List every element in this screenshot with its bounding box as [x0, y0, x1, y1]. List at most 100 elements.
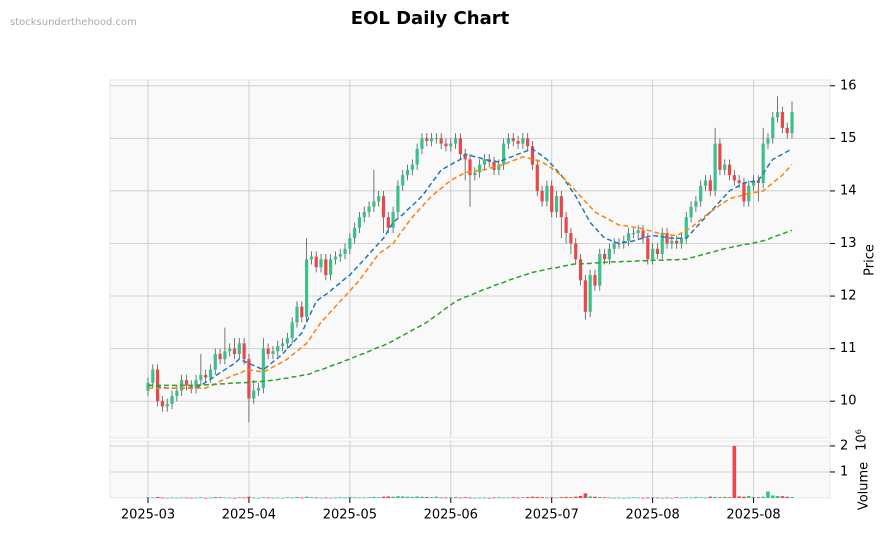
candle-body [627, 232, 631, 241]
candle-body [324, 259, 328, 276]
candle-body [429, 138, 434, 141]
volume-bar [328, 497, 333, 499]
candle-body [367, 206, 371, 212]
volume-bar [641, 497, 645, 499]
candle-body [449, 143, 453, 147]
volume-bar [227, 497, 232, 499]
volume-bar [540, 497, 544, 499]
candle-body [569, 232, 573, 244]
y-tick-label: 11 [840, 341, 857, 356]
candle-body [213, 353, 217, 370]
candle-body [261, 348, 265, 389]
candle-body [175, 390, 179, 396]
volume-bar [612, 497, 616, 499]
volume-bar [362, 497, 367, 499]
volume-bar [770, 495, 775, 498]
volume-bar [314, 497, 319, 499]
x-tick-label: 2025-08 [726, 508, 780, 523]
volume-bar [343, 497, 347, 499]
candle-body [444, 143, 448, 147]
volume-bar [357, 497, 362, 499]
candle-body [304, 259, 309, 318]
candle-body [463, 154, 467, 160]
candle-body [583, 280, 587, 312]
volume-bar [256, 497, 261, 499]
candle-body [295, 306, 299, 323]
volume-bar [775, 495, 780, 498]
candle-body [223, 351, 227, 360]
watermark: stocksunderthehood.com [10, 17, 137, 28]
volume-bar [525, 496, 530, 498]
candle-body [290, 322, 294, 339]
volume-bar [247, 496, 251, 498]
candle-body [651, 248, 655, 260]
volume-bar [703, 497, 708, 499]
candle-body [641, 230, 645, 239]
volume-bar [636, 497, 641, 499]
candle-body [756, 180, 760, 184]
volume-bar [165, 497, 170, 499]
candle-body [329, 259, 333, 276]
candle-body [338, 254, 342, 257]
candle-body [386, 217, 390, 228]
volume-bar [554, 497, 559, 499]
volume-bar [732, 445, 737, 498]
volume-bar [304, 496, 309, 498]
candle-body [333, 256, 338, 260]
volume-bar [751, 496, 756, 498]
candle-body [540, 190, 544, 202]
y-tick-label: 12 [840, 289, 857, 304]
volume-bar [319, 497, 323, 499]
candle-body [737, 180, 741, 184]
candle-body [751, 180, 756, 186]
volume-bar [424, 496, 429, 498]
candle-body [381, 196, 386, 218]
candle-body [564, 217, 568, 233]
candle-body [602, 254, 607, 260]
volume-bar [468, 497, 472, 499]
volume-bar [477, 497, 482, 499]
volume-bar [309, 497, 314, 499]
candle-body [184, 380, 189, 386]
candle-body [607, 248, 611, 260]
candle-body [348, 238, 352, 249]
volume-axis-label: Volume [857, 462, 872, 510]
volume-bar [535, 496, 540, 498]
volume-bar [170, 497, 174, 499]
volume-bar [189, 497, 194, 499]
candle-body [723, 164, 727, 170]
volume-bar [444, 497, 448, 499]
volume-bar [578, 495, 583, 498]
volume-bar [194, 497, 198, 499]
volume-bar [521, 497, 525, 499]
volume-bar [583, 493, 588, 498]
volume-bar [497, 497, 501, 499]
volume-bar [203, 497, 208, 499]
volume-bar [545, 497, 549, 499]
volume-bar [564, 496, 568, 498]
candle-body [732, 175, 736, 181]
x-tick-label: 2025-06 [424, 508, 478, 523]
candle-body [468, 159, 472, 176]
candle-body [578, 259, 583, 281]
candle-body [242, 343, 246, 360]
volume-bar [299, 497, 304, 499]
price-panel [109, 79, 831, 439]
moving-average-line [148, 156, 793, 389]
volume-bar [785, 496, 789, 498]
y-tick-label: 13 [840, 236, 857, 251]
volume-bar [439, 497, 443, 499]
volume-bar [621, 497, 626, 499]
candle-body [232, 348, 237, 354]
volume-bar [698, 497, 703, 499]
candle-body [708, 180, 712, 191]
candle-body [790, 112, 794, 134]
candle-body [761, 143, 765, 184]
candle-body [535, 164, 539, 191]
candle-body [631, 232, 636, 234]
y-tick-label: 16 [840, 78, 857, 93]
volume-bar [573, 496, 578, 498]
candle-body [684, 217, 688, 239]
volume-bar [242, 497, 246, 499]
